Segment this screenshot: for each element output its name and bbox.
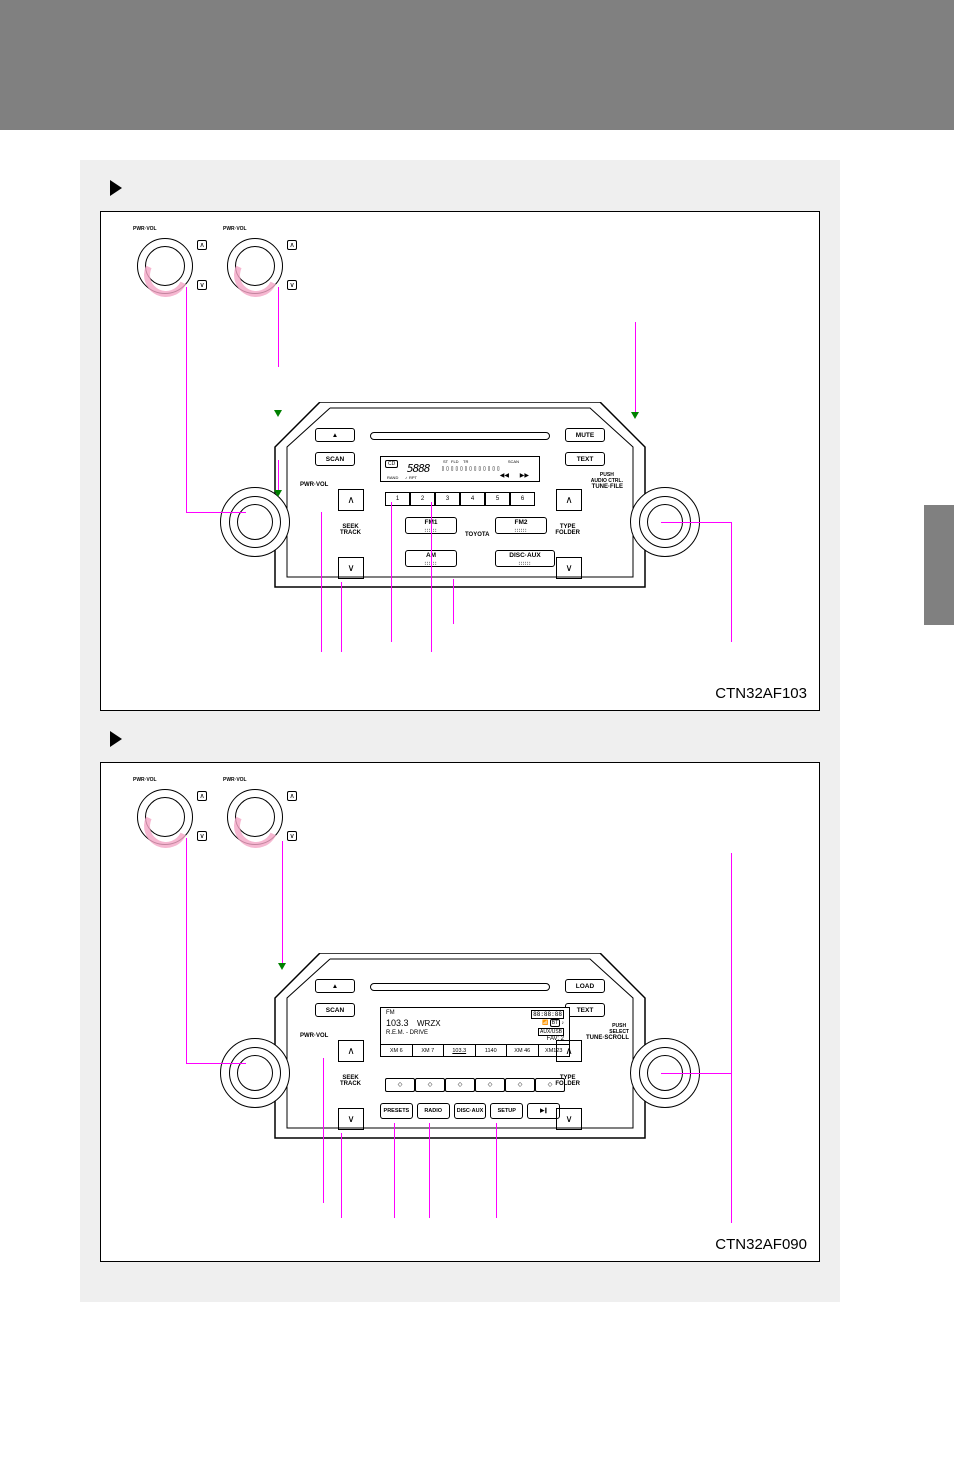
eject-button: ▲ <box>315 428 355 442</box>
footer-buttons: PRESETS RADIO DISC·AUX SETUP ▶∥ <box>380 1103 560 1119</box>
cd-slot <box>370 983 550 991</box>
detail-knob-right <box>227 238 283 294</box>
cd-slot <box>370 432 550 440</box>
detail-knob-right <box>227 789 283 845</box>
figure-code: CTN32AF090 <box>715 1236 807 1253</box>
volume-knob <box>220 487 290 557</box>
volume-knob <box>220 1038 290 1108</box>
bullet-arrow <box>110 731 122 747</box>
scan-button: SCAN <box>315 1003 355 1017</box>
figure-code: CTN32AF103 <box>715 685 807 702</box>
eject-button: ▲ <box>315 979 355 993</box>
disc-aux-button: DISC·AUX∷∷∷ <box>495 550 555 567</box>
preset-buttons: ◇ ◇ ◇ ◇ ◇ ◇ <box>385 1078 565 1092</box>
lcd-display: FM 103.3 WRZX R.E.M. - DRIVE 88:88:88 📶 … <box>380 1007 570 1057</box>
figure-2: ∧ ∨ ∧ ∨ PWR·VOL PWR·VOL ▲ SCAN LOAD TEXT… <box>100 762 820 1262</box>
scan-button: SCAN <box>315 452 355 466</box>
text-button: TEXT <box>565 452 605 466</box>
bullet-arrow <box>110 180 122 196</box>
preset-buttons: 1 2 3 4 5 6 <box>385 492 535 506</box>
figure-1: ∧ ∨ ∧ ∨ PWR·VOL PWR·VOL ▲ SCAN MUTE TEXT… <box>100 211 820 711</box>
brand-label: TOYOTA <box>465 532 489 538</box>
mute-button: MUTE <box>565 428 605 442</box>
text-button: TEXT <box>565 1003 605 1017</box>
load-button: LOAD <box>565 979 605 993</box>
detail-knob-left <box>137 238 193 294</box>
fm2-button: FM2∷∷∷ <box>495 517 547 534</box>
detail-knob-left <box>137 789 193 845</box>
lcd-display: CD 5888 RAND ♪ RPT ST FLD TR SCAN ◀◀ ▶▶ … <box>380 456 540 482</box>
content-area: ∧ ∨ ∧ ∨ PWR·VOL PWR·VOL ▲ SCAN MUTE TEXT… <box>80 160 840 1302</box>
